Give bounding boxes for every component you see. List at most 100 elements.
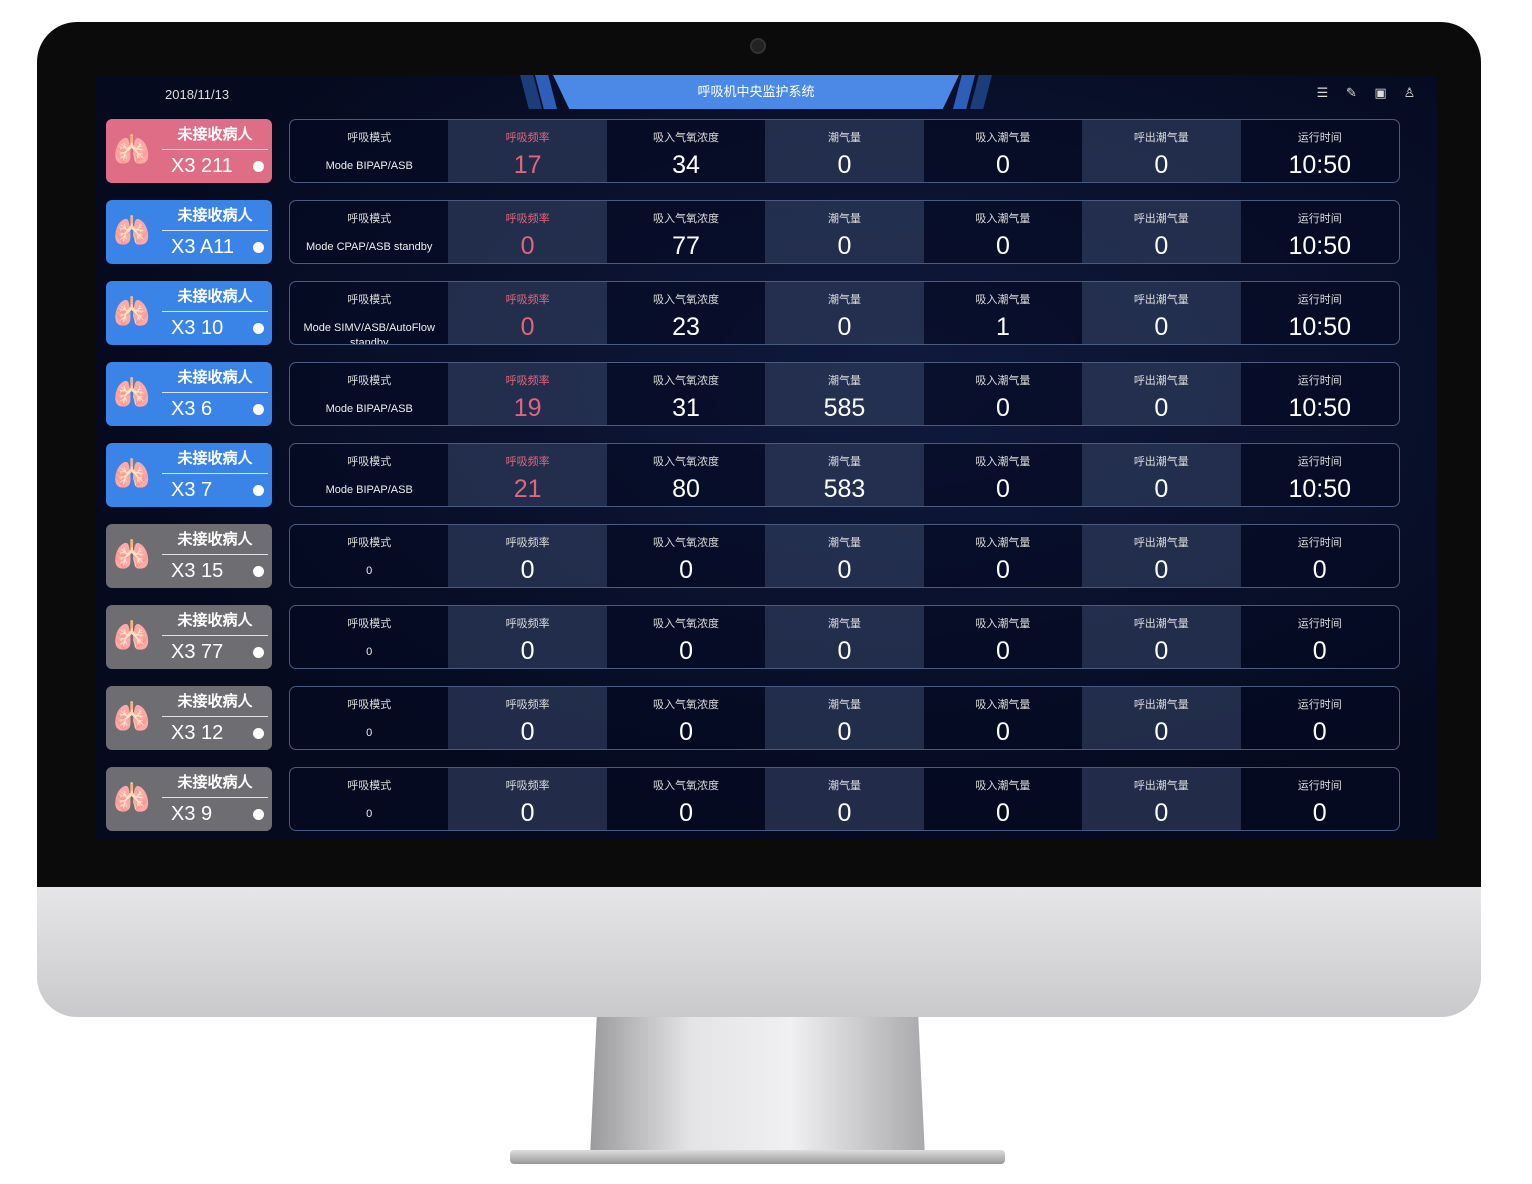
metric-value: 0 bbox=[995, 799, 1010, 827]
bed-card[interactable]: 🫁 未接收病人 X3 7 bbox=[106, 443, 272, 507]
column-header: 吸入潮气量 bbox=[975, 375, 1031, 387]
metric-value: 0 bbox=[520, 718, 535, 746]
vitals-table: 呼吸模式 0 呼吸频率 0 吸入气氧浓度 0 潮气量 0 吸入潮气量 0 呼出潮气量 0 运行时间 0 bbox=[289, 767, 1400, 831]
metric-value: 10:50 bbox=[1288, 151, 1352, 179]
bed-card[interactable]: 🫁 未接收病人 X3 6 bbox=[106, 362, 272, 426]
patient-row: 🫁 未接收病人 X3 9 呼吸模式 0 呼吸频率 0 吸入气氧浓度 0 潮气量 0 吸入潮气量 0… bbox=[106, 767, 1400, 831]
metric-value: 0 bbox=[1154, 718, 1169, 746]
vitals-table: 呼吸模式 0 呼吸频率 0 吸入气氧浓度 0 潮气量 0 吸入潮气量 0 呼出潮气量 0 运行时间 0 bbox=[289, 686, 1400, 750]
bed-card[interactable]: 🫁 未接收病人 X3 9 bbox=[106, 767, 272, 831]
column-header: 潮气量 bbox=[827, 213, 861, 225]
mode-value: Mode BIPAP/ASB bbox=[325, 160, 413, 172]
metric-value: 0 bbox=[1312, 556, 1327, 584]
edit-icon[interactable]: ✎ bbox=[1346, 85, 1357, 100]
patient-status: 未接收病人 bbox=[162, 123, 268, 150]
cell-value: 呼吸频率 17 bbox=[448, 120, 607, 182]
vitals-table: 呼吸模式 Mode BIPAP/ASB 呼吸频率 17 吸入气氧浓度 34 潮气量 0 吸入潮气… bbox=[289, 119, 1400, 183]
column-header: 吸入气氧浓度 bbox=[653, 213, 720, 225]
patient-row: 🫁 未接收病人 X3 A11 呼吸模式 Mode CPAP/ASB standby… bbox=[106, 200, 1400, 264]
cell-value: 呼吸频率 0 bbox=[448, 687, 607, 749]
metric-value: 0 bbox=[837, 637, 852, 665]
bed-card[interactable]: 🫁 未接收病人 X3 211 bbox=[106, 119, 272, 183]
metric-value: 0 bbox=[995, 151, 1010, 179]
vitals-table: 呼吸模式 Mode BIPAP/ASB 呼吸频率 19 吸入气氧浓度 31 潮气量 585 吸入… bbox=[289, 362, 1400, 426]
column-header: 运行时间 bbox=[1297, 618, 1342, 630]
bed-number: X3 A11 bbox=[171, 236, 235, 258]
cell-mode: 呼吸模式 0 bbox=[290, 606, 448, 668]
patient-status: 未接收病人 bbox=[162, 609, 268, 636]
metric-value: 0 bbox=[837, 313, 852, 341]
cell-value: 运行时间 0 bbox=[1241, 687, 1399, 749]
cell-mode: 呼吸模式 Mode SIMV/ASB/AutoFlow standby bbox=[290, 282, 448, 344]
metric-value: 0 bbox=[995, 232, 1010, 260]
cell-value: 潮气量 0 bbox=[765, 525, 924, 587]
column-header: 呼吸模式 bbox=[347, 780, 392, 792]
column-header: 吸入气氧浓度 bbox=[653, 699, 720, 711]
patient-row: 🫁 未接收病人 X3 12 呼吸模式 0 呼吸频率 0 吸入气氧浓度 0 潮气量 0 吸入潮气量… bbox=[106, 686, 1400, 750]
monitor-stand bbox=[590, 1017, 925, 1157]
column-header: 吸入气氧浓度 bbox=[653, 132, 720, 144]
patient-status: 未接收病人 bbox=[162, 447, 268, 474]
bed-card[interactable]: 🫁 未接收病人 X3 10 bbox=[106, 281, 272, 345]
metric-value: 77 bbox=[672, 232, 700, 260]
layout-icon[interactable]: ▣ bbox=[1374, 85, 1387, 100]
metric-value: 0 bbox=[679, 556, 693, 584]
edit-icon[interactable] bbox=[253, 647, 264, 658]
metric-value: 0 bbox=[679, 799, 693, 827]
monitor-chin bbox=[37, 887, 1481, 1017]
bed-number: X3 15 bbox=[171, 560, 224, 582]
list-icon[interactable]: ☰ bbox=[1316, 85, 1329, 100]
bed-number: X3 77 bbox=[171, 641, 224, 663]
column-header: 吸入潮气量 bbox=[975, 456, 1031, 468]
lungs-icon: 🫁 bbox=[113, 134, 151, 167]
cell-value: 潮气量 583 bbox=[765, 444, 924, 506]
lungs-icon: 🫁 bbox=[113, 296, 151, 329]
bed-card[interactable]: 🫁 未接收病人 X3 A11 bbox=[106, 200, 272, 264]
edit-icon[interactable] bbox=[253, 728, 264, 739]
cell-value: 呼出潮气量 0 bbox=[1082, 120, 1241, 182]
column-header: 运行时间 bbox=[1297, 375, 1342, 387]
column-header: 呼出潮气量 bbox=[1133, 699, 1189, 711]
cell-value: 潮气量 0 bbox=[765, 282, 924, 344]
cell-value: 运行时间 10:50 bbox=[1241, 120, 1399, 182]
edit-icon[interactable] bbox=[253, 404, 264, 415]
bed-number: X3 7 bbox=[171, 479, 213, 501]
cell-value: 吸入潮气量 0 bbox=[924, 363, 1082, 425]
cell-value: 吸入气氧浓度 0 bbox=[607, 606, 765, 668]
edit-icon[interactable] bbox=[253, 161, 264, 172]
column-header: 呼出潮气量 bbox=[1133, 537, 1189, 549]
user-icon[interactable]: ♙ bbox=[1403, 85, 1416, 100]
cell-value: 呼出潮气量 0 bbox=[1082, 363, 1241, 425]
metric-value: 0 bbox=[995, 475, 1010, 503]
patient-status: 未接收病人 bbox=[162, 528, 268, 555]
vitals-table: 呼吸模式 Mode CPAP/ASB standby 呼吸频率 0 吸入气氧浓度 77 潮气… bbox=[289, 200, 1400, 264]
edit-icon[interactable] bbox=[253, 242, 264, 253]
cell-value: 呼吸频率 0 bbox=[448, 525, 607, 587]
edit-icon[interactable] bbox=[253, 809, 264, 820]
cell-value: 呼出潮气量 0 bbox=[1082, 201, 1241, 263]
metric-value: 0 bbox=[520, 313, 535, 341]
column-header: 呼出潮气量 bbox=[1133, 375, 1189, 387]
column-header: 运行时间 bbox=[1297, 294, 1342, 306]
bed-card[interactable]: 🫁 未接收病人 X3 12 bbox=[106, 686, 272, 750]
bed-card[interactable]: 🫁 未接收病人 X3 77 bbox=[106, 605, 272, 669]
bed-number: X3 10 bbox=[171, 317, 224, 339]
bed-card[interactable]: 🫁 未接收病人 X3 15 bbox=[106, 524, 272, 588]
edit-icon[interactable] bbox=[253, 566, 264, 577]
metric-value: 0 bbox=[837, 232, 852, 260]
vitals-table: 呼吸模式 0 呼吸频率 0 吸入气氧浓度 0 潮气量 0 吸入潮气量 0 呼出潮气量 0 运行时间 0 bbox=[289, 605, 1400, 669]
screen: 2018/11/13 呼吸机中央监护系统 ☰ ✎ ▣ ♙ 🫁 未接收病人 X3 … bbox=[95, 75, 1437, 840]
lungs-icon: 🫁 bbox=[113, 782, 151, 815]
cell-value: 运行时间 0 bbox=[1241, 525, 1399, 587]
patient-row: 🫁 未接收病人 X3 211 呼吸模式 Mode BIPAP/ASB 呼吸频率 17 吸… bbox=[106, 119, 1400, 183]
vitals-table: 呼吸模式 Mode BIPAP/ASB 呼吸频率 21 吸入气氧浓度 80 潮气量 583 吸入… bbox=[289, 443, 1400, 507]
edit-icon[interactable] bbox=[253, 323, 264, 334]
edit-icon[interactable] bbox=[253, 485, 264, 496]
lungs-icon: 🫁 bbox=[113, 620, 151, 653]
cell-value: 潮气量 0 bbox=[765, 606, 924, 668]
cell-value: 吸入潮气量 0 bbox=[924, 606, 1082, 668]
column-header: 呼吸频率 bbox=[505, 375, 550, 387]
cell-value: 呼吸频率 0 bbox=[448, 201, 607, 263]
cell-value: 呼出潮气量 0 bbox=[1082, 687, 1241, 749]
cell-value: 潮气量 0 bbox=[765, 687, 924, 749]
